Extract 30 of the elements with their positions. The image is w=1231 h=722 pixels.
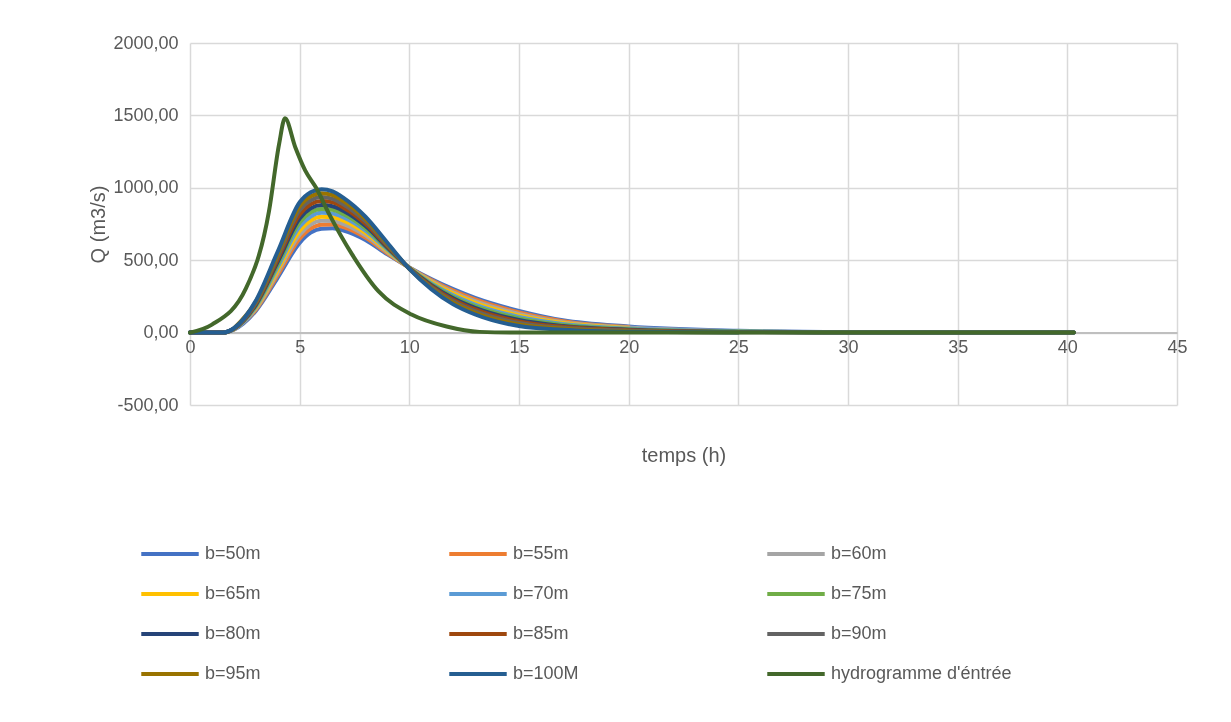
x-tick-label: 35 bbox=[948, 337, 969, 358]
x-tick-label: 45 bbox=[1167, 337, 1188, 358]
y-tick-label: 2000,00 bbox=[113, 32, 179, 53]
legend-label: b=90m bbox=[831, 623, 887, 643]
legend-label: b=100M bbox=[513, 663, 579, 683]
y-tick-label: 500,00 bbox=[123, 249, 179, 270]
y-tick-label: -500,00 bbox=[117, 394, 179, 415]
x-tick-label: 10 bbox=[399, 337, 420, 358]
legend-label: b=55m bbox=[513, 543, 569, 563]
y-tick-label: 1000,00 bbox=[113, 177, 179, 198]
x-tick-label: 5 bbox=[295, 337, 306, 358]
y-tick-label: 1500,00 bbox=[113, 104, 179, 125]
x-tick-label: 20 bbox=[619, 337, 640, 358]
x-tick-label: 30 bbox=[838, 337, 859, 358]
legend-label: b=65m bbox=[205, 583, 261, 603]
x-tick-label: 0 bbox=[185, 337, 196, 358]
x-tick-label: 40 bbox=[1057, 337, 1078, 358]
legend-label: b=50m bbox=[205, 543, 261, 563]
y-tick-label: 0,00 bbox=[143, 322, 179, 343]
x-tick-label: 25 bbox=[728, 337, 749, 358]
x-tick-label: 15 bbox=[509, 337, 530, 358]
legend-label: hydrogramme d'éntrée bbox=[831, 663, 1012, 683]
legend-label: b=75m bbox=[831, 583, 887, 603]
legend-label: b=80m bbox=[205, 623, 261, 643]
legend-label: b=95m bbox=[205, 663, 261, 683]
legend-label: b=60m bbox=[831, 543, 887, 563]
legend-label: b=70m bbox=[513, 583, 569, 603]
x-axis-title: temps (h) bbox=[641, 443, 727, 466]
y-axis-title: Q (m3/s) bbox=[87, 185, 110, 264]
legend-label: b=85m bbox=[513, 623, 569, 643]
